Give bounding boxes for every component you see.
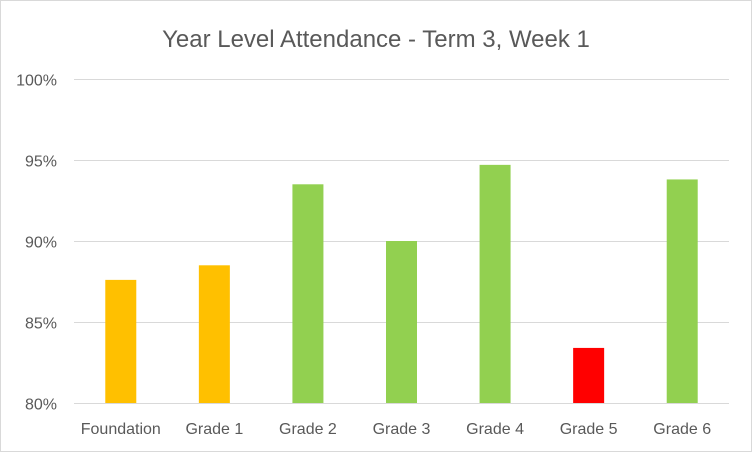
y-tick-label: 90% bbox=[25, 235, 57, 252]
bar-grade-3 bbox=[386, 241, 417, 403]
y-axis-ticks: 80% 85% 90% 95% 100% bbox=[16, 73, 57, 414]
bar-grade-6 bbox=[666, 179, 698, 403]
y-tick-label: 95% bbox=[25, 154, 57, 171]
x-axis-ticks: Foundation Grade 1 Grade 2 Grade 3 Grade 4 Gr… bbox=[81, 421, 711, 438]
bar-grade-4 bbox=[479, 164, 511, 403]
y-tick-label: 100% bbox=[16, 73, 57, 90]
bar-grade-1 bbox=[198, 265, 230, 403]
y-tick-label: 85% bbox=[25, 316, 57, 333]
x-tick-label: Foundation bbox=[81, 421, 161, 438]
bar-foundation bbox=[105, 279, 137, 403]
bar-grade-5 bbox=[573, 347, 605, 403]
bars bbox=[105, 164, 698, 403]
x-tick-label: Grade 6 bbox=[653, 421, 711, 438]
x-tick-label: Grade 4 bbox=[466, 421, 524, 438]
chart-title: Year Level Attendance - Term 3, Week 1 bbox=[162, 26, 590, 53]
bar-grade-2 bbox=[292, 184, 324, 403]
y-tick-label: 80% bbox=[25, 397, 57, 414]
x-tick-label: Grade 2 bbox=[279, 421, 337, 438]
x-tick-label: Grade 1 bbox=[185, 421, 243, 438]
x-tick-label: Grade 5 bbox=[560, 421, 618, 438]
x-tick-label: Grade 3 bbox=[373, 421, 431, 438]
